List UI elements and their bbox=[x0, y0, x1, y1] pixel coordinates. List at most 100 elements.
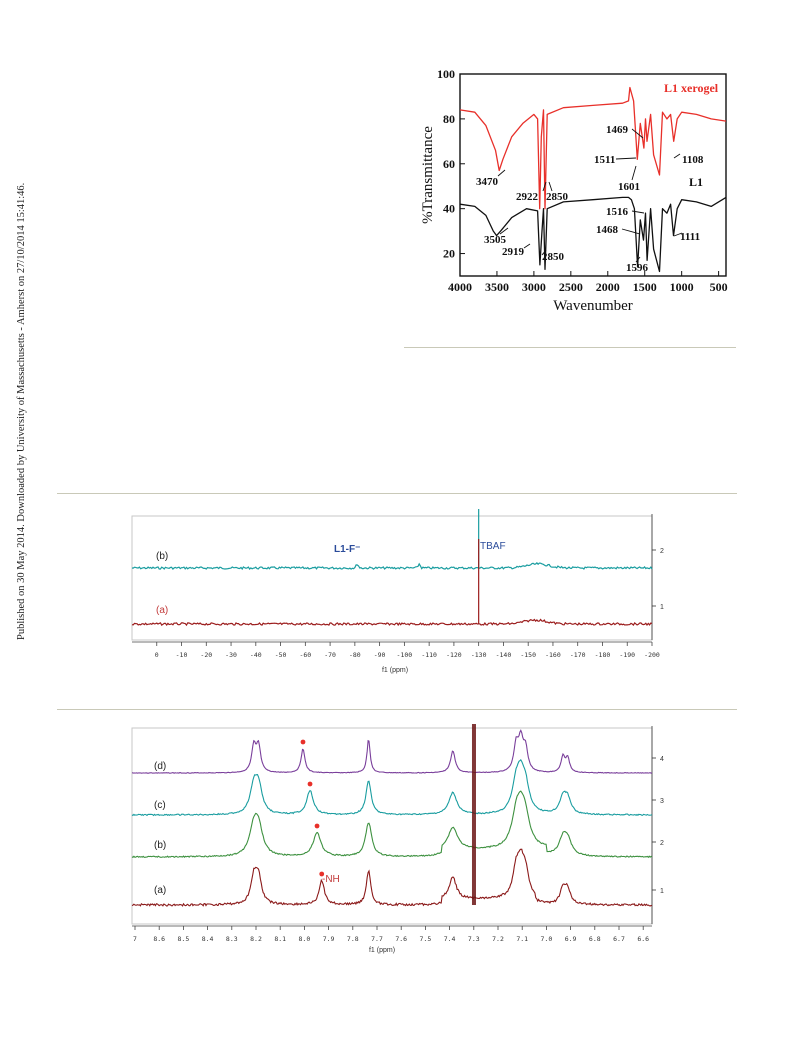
h1-x-tick-label: 7.5 bbox=[420, 935, 432, 943]
ir-spectrum-chart: 4000 3500 3000 2500 2000 1500 1000 500 20 40 60 80… bbox=[420, 67, 728, 314]
h1-series-label-d: (d) bbox=[154, 761, 166, 772]
h1-x-tick-label: 7.3 bbox=[468, 935, 480, 943]
margin-publication-note: Published on 30 May 2014. Downloaded by … bbox=[2, 160, 27, 640]
f19-series-label-a: (a) bbox=[156, 605, 168, 616]
h1-right-tick-label: 2 bbox=[660, 840, 664, 847]
f19-x-tick-label: -180 bbox=[595, 651, 611, 659]
ir-legend-l1: L1 bbox=[689, 175, 703, 189]
f19-x-tick-label: -150 bbox=[520, 651, 536, 659]
h1-solvent-peak bbox=[471, 724, 476, 905]
peak-label: 3505 bbox=[484, 234, 507, 246]
ir-x-tick-label: 3000 bbox=[522, 280, 546, 294]
peak-label: 2922 bbox=[516, 191, 539, 203]
ir-y-tick-label: 20 bbox=[443, 247, 455, 261]
h1-x-tick-label: 7.6 bbox=[395, 935, 407, 943]
ir-y-axis-label: %Transmittance bbox=[420, 126, 436, 224]
ir-y-tick-label: 80 bbox=[443, 112, 455, 126]
f19-x-tick-label: -170 bbox=[570, 651, 586, 659]
ir-x-axis-label: Wavenumber bbox=[553, 298, 633, 314]
f19-x-tick-label: -60 bbox=[299, 651, 311, 659]
ir-x-tick-label: 4000 bbox=[448, 280, 472, 294]
margin-note-text: Published on 30 May 2014. Downloaded by … bbox=[16, 182, 27, 640]
h1-x-tick-label: 7.7 bbox=[371, 935, 383, 943]
f19-x-ticks: 0 -10 -20 -30 -40 -50 -60 -70 -80 -90 -100 -110 -120… bbox=[132, 641, 660, 659]
f19-series-label-b: (b) bbox=[156, 551, 168, 562]
h1-x-tick-label: 7.4 bbox=[444, 935, 456, 943]
f19-x-tick-label: -110 bbox=[421, 651, 437, 659]
peak-label: 2850 bbox=[542, 251, 565, 263]
ir-series-group bbox=[459, 86, 727, 273]
h1-nh-marker bbox=[307, 781, 313, 787]
ir-x-tick-label: 1000 bbox=[670, 280, 694, 294]
f19-series-group bbox=[131, 509, 653, 627]
h1-series-label-a: (a) bbox=[154, 885, 166, 896]
h1-x-axis-label: f1 (ppm) bbox=[369, 947, 395, 954]
h1-series-group bbox=[131, 724, 653, 907]
h1-x-tick-label: 8.6 bbox=[153, 935, 165, 943]
ir-x-tick-label: 2500 bbox=[559, 280, 583, 294]
f19-x-tick-label: -80 bbox=[349, 651, 361, 659]
f19-x-tick-label: -200 bbox=[644, 651, 660, 659]
f19-x-tick-label: -90 bbox=[374, 651, 386, 659]
h1-x-tick-label: 7.8 bbox=[347, 935, 359, 943]
section-divider bbox=[404, 347, 736, 348]
h1-x-tick-label: 8.0 bbox=[299, 935, 311, 943]
peak-label: 1468 bbox=[596, 224, 619, 236]
ir-y-tick-label: 100 bbox=[437, 67, 455, 81]
peak-label: 1516 bbox=[606, 206, 629, 218]
f19-x-tick-label: -40 bbox=[250, 651, 262, 659]
peak-label: 1511 bbox=[594, 154, 615, 166]
f19-x-tick-label: -160 bbox=[545, 651, 561, 659]
f19-nmr-chart: 21 0 -10 -20 -30 -40 -50 -60 -70 -80 -90 -100 -110-… bbox=[131, 509, 664, 674]
peak-label: 3470 bbox=[476, 176, 499, 188]
ir-series-xerogel-line bbox=[459, 86, 727, 210]
ir-x-ticks: 4000 3500 3000 2500 2000 1500 1000 500 bbox=[448, 271, 728, 294]
peak-label: 1601 bbox=[618, 181, 640, 193]
h1-right-tick-label: 4 bbox=[660, 756, 664, 763]
h1-x-tick-label: 8.4 bbox=[202, 935, 214, 943]
f19-x-tick-label: -120 bbox=[446, 651, 462, 659]
h1-x-tick-label: 8.5 bbox=[178, 935, 190, 943]
ir-series-l1-line bbox=[459, 196, 727, 273]
ir-y-tick-label: 40 bbox=[443, 202, 455, 216]
ir-leader-lines bbox=[497, 128, 683, 263]
h1-x-tick-label: 8.1 bbox=[274, 935, 286, 943]
h1-series-a-line bbox=[131, 848, 653, 907]
section-divider bbox=[57, 493, 737, 494]
f19-x-tick-label: -70 bbox=[324, 651, 336, 659]
f19-x-tick-label: -130 bbox=[471, 651, 487, 659]
peak-label: 1469 bbox=[606, 124, 629, 136]
h1-right-axis: 4 3 2 1 bbox=[652, 756, 664, 895]
ir-peak-labels: 3470 2922 2850 1601 1511 1469 1108 3505 … bbox=[476, 124, 704, 274]
f19-right-axis: 21 bbox=[652, 548, 664, 611]
h1-x-tick-label: 7 bbox=[133, 935, 137, 943]
ir-axes bbox=[459, 73, 727, 277]
f19-annotation-l1f: L1-F⁻ bbox=[334, 544, 360, 555]
ir-legend-xerogel: L1 xerogel bbox=[664, 81, 719, 95]
f19-x-tick-label: 0 bbox=[155, 651, 159, 659]
peak-label: 1108 bbox=[682, 154, 704, 166]
h1-x-ticks: 7 8.6 8.5 8.4 8.3 8.2 8.1 8.0 7.9 7.8 7.7 7.6 7.5 7.4… bbox=[132, 925, 652, 943]
ir-y-ticks: 20 40 60 80 100 bbox=[437, 67, 465, 261]
h1-series-b-line bbox=[131, 790, 653, 859]
ir-y-tick-label: 60 bbox=[443, 157, 455, 171]
h1-x-tick-label: 7.2 bbox=[492, 935, 504, 943]
peak-label: 1596 bbox=[626, 262, 649, 274]
f19-x-tick-label: -30 bbox=[225, 651, 237, 659]
f19-x-tick-label: -140 bbox=[496, 651, 512, 659]
h1-series-c-line bbox=[131, 759, 653, 817]
h1-x-tick-label: 6.6 bbox=[637, 935, 649, 943]
h1-x-tick-label: 8.3 bbox=[226, 935, 238, 943]
f19-x-tick-label: -20 bbox=[200, 651, 212, 659]
h1-x-tick-label: 7.0 bbox=[541, 935, 553, 943]
h1-nh-marker bbox=[300, 739, 306, 745]
h1-x-tick-label: 7.1 bbox=[516, 935, 528, 943]
f19-x-tick-label: -10 bbox=[176, 651, 188, 659]
f19-x-tick-label: -190 bbox=[619, 651, 635, 659]
h1-x-tick-label: 8.2 bbox=[250, 935, 262, 943]
h1-annotation-nh: -NH bbox=[322, 874, 340, 885]
section-divider bbox=[57, 709, 737, 710]
peak-label: 2850 bbox=[546, 191, 569, 203]
h1-x-tick-label: 6.7 bbox=[613, 935, 625, 943]
ir-x-tick-label: 500 bbox=[710, 280, 728, 294]
